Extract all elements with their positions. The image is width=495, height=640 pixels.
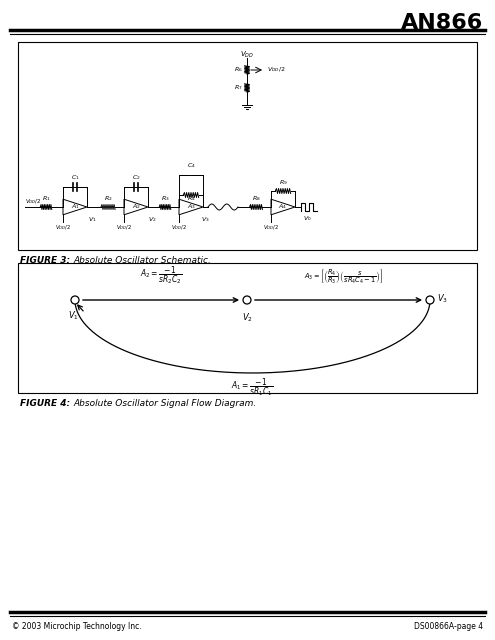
Circle shape: [243, 296, 251, 304]
Text: FIGURE 3:: FIGURE 3:: [20, 256, 70, 265]
Text: DS00866A-page 4: DS00866A-page 4: [414, 622, 483, 631]
Text: $R_1$: $R_1$: [42, 194, 50, 203]
Text: $V_2$: $V_2$: [242, 311, 252, 323]
Bar: [18, 42, 477, 250]
Text: $A_1 = \dfrac{-1}{sR_1C_1}$: $A_1 = \dfrac{-1}{sR_1C_1}$: [231, 376, 274, 398]
Text: AN866: AN866: [401, 13, 483, 33]
Text: $A_2 = \dfrac{-1}{sR_2C_2}$: $A_2 = \dfrac{-1}{sR_2C_2}$: [140, 264, 182, 286]
Text: $V_{DD}/2$: $V_{DD}/2$: [267, 66, 286, 74]
Text: $C_2$: $C_2$: [132, 173, 141, 182]
Text: $R_7$: $R_7$: [234, 84, 243, 92]
Text: $V_{DD}/2$: $V_{DD}/2$: [171, 223, 187, 232]
Text: $C_4$: $C_4$: [187, 161, 196, 170]
Text: © 2003 Microchip Technology Inc.: © 2003 Microchip Technology Inc.: [12, 622, 142, 631]
Text: $V_0$: $V_0$: [302, 214, 311, 223]
Text: Absolute Oscillator Signal Flow Diagram.: Absolute Oscillator Signal Flow Diagram.: [73, 399, 256, 408]
Text: $R_9$: $R_9$: [279, 178, 288, 187]
Text: Absolute Oscillator Schematic.: Absolute Oscillator Schematic.: [73, 256, 211, 265]
Text: $V_{DD}/2$: $V_{DD}/2$: [25, 198, 42, 206]
Text: $V_{DD}/2$: $V_{DD}/2$: [263, 223, 279, 232]
Text: $R_2$: $R_2$: [103, 194, 112, 203]
Circle shape: [71, 296, 79, 304]
Text: $R_6$: $R_6$: [234, 65, 243, 74]
Text: $V_3$: $V_3$: [200, 215, 209, 224]
Text: $A_2$: $A_2$: [132, 202, 141, 211]
Text: $C_1$: $C_1$: [71, 173, 79, 182]
Text: $A_3 = \left[\left(\dfrac{R_4}{R_3}\right)\left(\dfrac{s}{sR_4C_4-1}\right)\righ: $A_3 = \left[\left(\dfrac{R_4}{R_3}\righ…: [304, 268, 383, 286]
Bar: [18, 263, 477, 393]
Circle shape: [426, 296, 434, 304]
Text: $R_8$: $R_8$: [251, 194, 260, 203]
Text: $A_3$: $A_3$: [187, 202, 196, 211]
Text: $V_1$: $V_1$: [88, 215, 97, 224]
Text: FIGURE 4:: FIGURE 4:: [20, 399, 70, 408]
Text: $R_4$: $R_4$: [187, 194, 196, 203]
Text: $V_1$: $V_1$: [68, 310, 78, 323]
Text: $V_{DD}$: $V_{DD}$: [240, 50, 254, 60]
Text: $V_3$: $V_3$: [437, 292, 448, 305]
Text: $V_{DD}/2$: $V_{DD}/2$: [55, 223, 71, 232]
Text: $R_3$: $R_3$: [161, 194, 169, 203]
Text: $V_2$: $V_2$: [148, 215, 156, 224]
Text: $V_{DD}/2$: $V_{DD}/2$: [116, 223, 132, 232]
Text: $A_4$: $A_4$: [279, 202, 288, 211]
Text: $A_1$: $A_1$: [70, 202, 80, 211]
